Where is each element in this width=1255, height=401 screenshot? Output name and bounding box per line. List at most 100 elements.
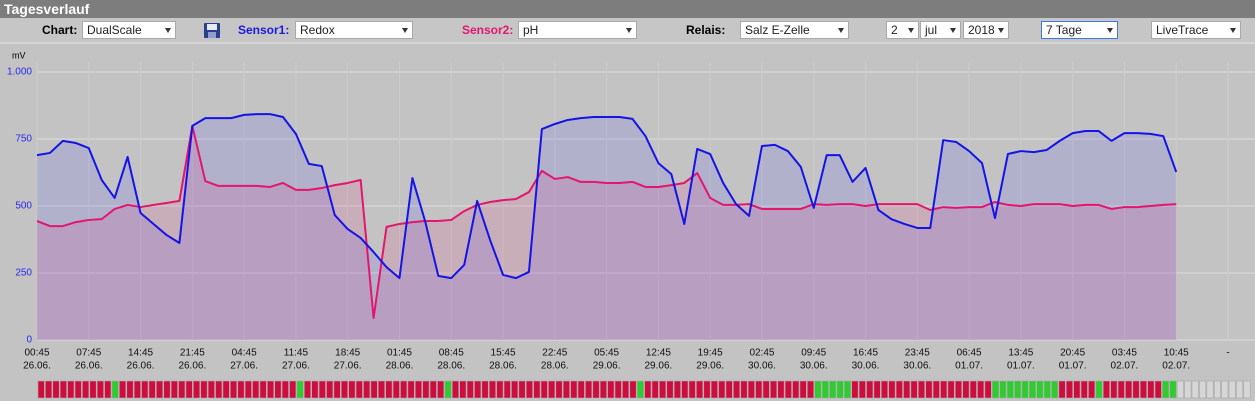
x-tick-label: 15:45 (491, 348, 516, 359)
relay-state (1139, 380, 1147, 399)
relay-state (1236, 380, 1244, 399)
sensor1-label: Sensor1: (238, 23, 290, 37)
relay-state (488, 380, 496, 399)
relay-state (954, 380, 962, 399)
relay-state (836, 380, 844, 399)
relay-select[interactable]: Salz E-Zelle (740, 21, 849, 39)
relay-state (703, 380, 711, 399)
relay-state (333, 380, 341, 399)
relay-state (407, 380, 415, 399)
relay-state (52, 380, 60, 399)
x-tick-label: 19:45 (698, 348, 723, 359)
relay-state (259, 380, 267, 399)
relay-state (918, 380, 926, 399)
range-select[interactable]: 7 Tage (1041, 21, 1118, 39)
x-tick-date: 30.06. (800, 361, 828, 372)
relay-state (725, 380, 733, 399)
relay-state (696, 380, 704, 399)
relay-state (363, 380, 371, 399)
save-icon[interactable] (203, 22, 221, 39)
relay-state (821, 380, 829, 399)
series-line (36, 113, 1178, 280)
x-tick-label: 21:45 (180, 348, 205, 359)
relay-state (474, 380, 482, 399)
y-tick-label: 750 (15, 134, 32, 145)
relay-state (858, 380, 866, 399)
relay-state (947, 380, 955, 399)
x-tick-date: 29.06. (696, 361, 724, 372)
chart-select[interactable]: DualScale (82, 21, 176, 39)
x-tick-date: 28.06. (541, 361, 569, 372)
x-tick-date: 27.06. (282, 361, 310, 372)
x-tick-label: 06:45 (957, 348, 982, 359)
relay-state (185, 380, 193, 399)
relay-state (555, 380, 563, 399)
x-tick-label: 00:45 (24, 348, 49, 359)
chart: mV 0 250 500 750 1.000 00:45 26.06. 07:45 26.06.… (0, 42, 1255, 401)
relay-state (984, 380, 992, 399)
relay-state (126, 380, 134, 399)
relay-state (881, 380, 889, 399)
relay-state (622, 380, 630, 399)
x-tick-label: 11:45 (284, 348, 309, 359)
relay-state (777, 380, 785, 399)
relay-state (414, 380, 422, 399)
relay-state (1021, 380, 1029, 399)
relay-state (733, 380, 741, 399)
x-tick-label: 09:45 (801, 348, 826, 359)
relay-state (1213, 380, 1221, 399)
x-tick-label: 10:45 (1164, 348, 1189, 359)
series-area (37, 114, 1177, 341)
relay-state (533, 380, 541, 399)
relay-state (651, 380, 659, 399)
title-bar: Tagesverlauf (0, 0, 1255, 18)
relay-state (318, 380, 326, 399)
x-tick-label: 12:45 (646, 348, 671, 359)
series-area (37, 125, 1177, 340)
x-tick-label: 18:45 (335, 348, 360, 359)
x-tick-date: 01.07. (955, 361, 983, 372)
relay-state (348, 380, 356, 399)
relay-state (370, 380, 378, 399)
y-tick-label: 500 (15, 201, 32, 212)
relay-state (289, 380, 297, 399)
relay-state (799, 380, 807, 399)
relay-state (82, 380, 90, 399)
relay-state (444, 380, 452, 399)
x-tick-label: 02:45 (749, 348, 774, 359)
relay-state (1110, 380, 1118, 399)
mode-select[interactable]: LiveTrace (1151, 21, 1241, 39)
relay-state (148, 380, 156, 399)
relay-state (562, 380, 570, 399)
x-tick-label: 20:45 (1060, 348, 1085, 359)
relay-state (540, 380, 548, 399)
day-select[interactable]: 2 (886, 21, 919, 39)
relay-state (400, 380, 408, 399)
x-tick-date: 02.07. (1162, 361, 1190, 372)
x-tick-label: - (1226, 348, 1229, 359)
relay-state (577, 380, 585, 399)
relay-state (1073, 380, 1081, 399)
x-tick-label: 16:45 (853, 348, 878, 359)
relay-state (67, 380, 75, 399)
x-tick-date: 27.06. (334, 361, 362, 372)
relay-state (163, 380, 171, 399)
x-tick-date: 02.07. (1111, 361, 1139, 372)
relay-state (1206, 380, 1214, 399)
x-tick-date: 30.06. (748, 361, 776, 372)
x-tick-label: 23:45 (905, 348, 930, 359)
relay-state (1051, 380, 1059, 399)
x-tick-date: 28.06. (489, 361, 517, 372)
year-select[interactable]: 2018 (963, 21, 1009, 39)
relay-state (895, 380, 903, 399)
month-select[interactable]: jul (920, 21, 961, 39)
relay-state (1095, 380, 1103, 399)
relay-state (281, 380, 289, 399)
relay-state (355, 380, 363, 399)
relay-state (784, 380, 792, 399)
relay-state (104, 380, 112, 399)
x-tick-label: 03:45 (1112, 348, 1137, 359)
sensor1-select[interactable]: Redox (295, 21, 413, 39)
relay-state (940, 380, 948, 399)
sensor2-select[interactable]: pH (518, 21, 637, 39)
